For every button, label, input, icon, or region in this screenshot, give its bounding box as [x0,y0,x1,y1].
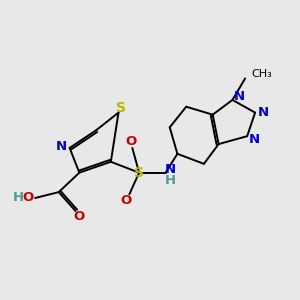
Text: O: O [74,210,85,223]
Text: N: N [234,91,245,103]
Text: O: O [125,135,136,148]
Text: H: H [164,174,175,187]
Text: N: N [258,106,269,119]
Text: O: O [22,191,33,205]
Text: H: H [13,191,24,205]
Text: N: N [56,140,67,153]
Text: CH₃: CH₃ [251,69,272,79]
Text: N: N [164,163,175,176]
Text: O: O [121,194,132,207]
Text: N: N [249,133,260,146]
Text: S: S [134,166,144,180]
Text: S: S [116,100,126,115]
